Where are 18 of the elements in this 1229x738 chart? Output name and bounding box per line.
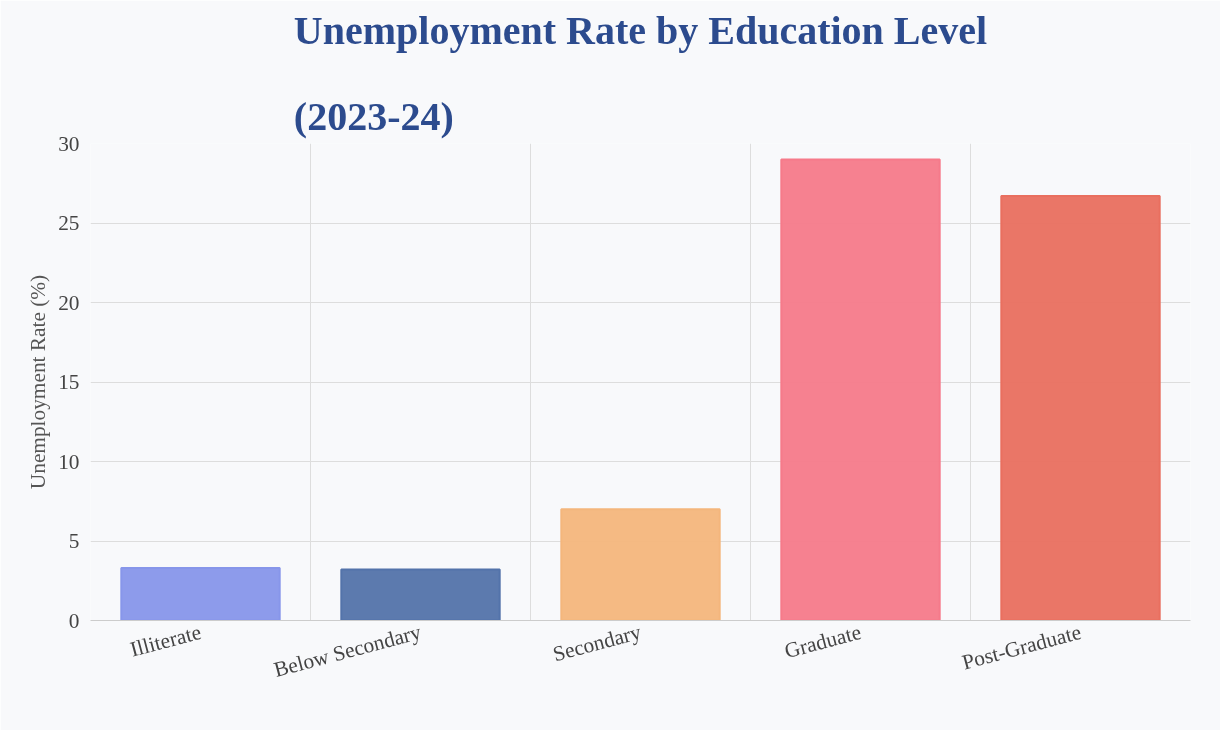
y-tick-label: 10 [58, 449, 80, 474]
bar [1000, 194, 1161, 621]
y-axis-title: Unemployment Rate (%) [26, 274, 51, 490]
x-tick-label: Illiterate [127, 619, 204, 662]
x-tick-label: Below Secondary [271, 619, 424, 682]
y-tick-label: 25 [58, 211, 80, 235]
x-tick-label: Graduate [781, 619, 864, 664]
bar [560, 508, 721, 621]
y-tick-label: 20 [58, 290, 80, 315]
y-tick-label: 5 [68, 529, 80, 553]
y-tick-label: 0 [68, 608, 80, 633]
chart-title: Unemployment Rate by Education Level (2023-24) [293, 8, 988, 139]
bar [120, 567, 281, 621]
y-tick-label: 15 [58, 370, 80, 394]
y-tick-label: 30 [58, 131, 80, 156]
bar [340, 568, 501, 621]
bar [780, 158, 941, 621]
x-tick-label: Secondary [550, 619, 644, 667]
